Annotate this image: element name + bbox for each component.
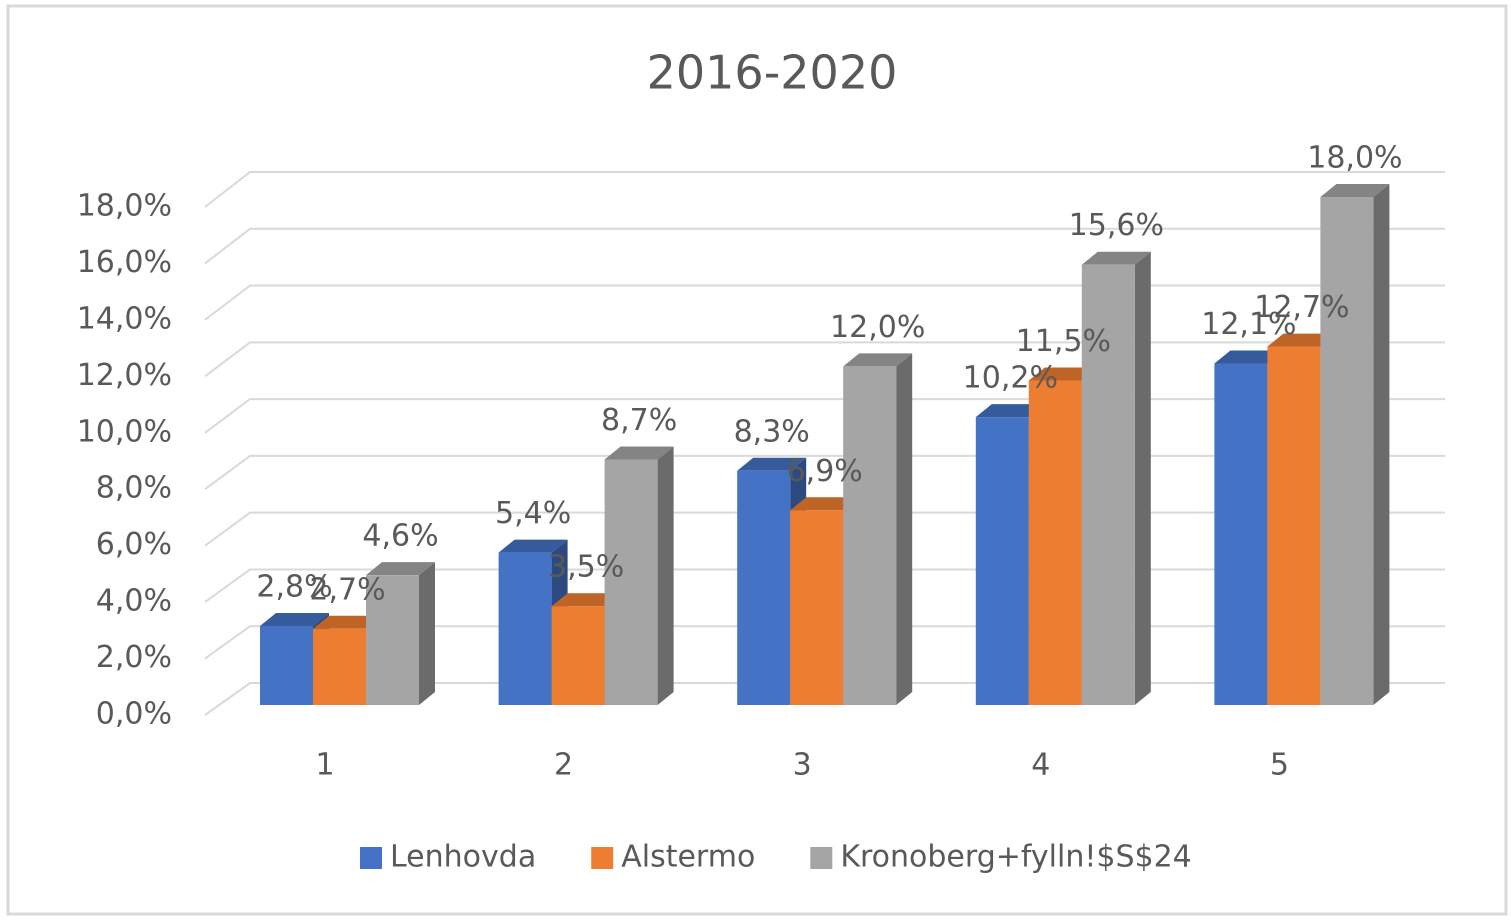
legend-swatch <box>591 847 614 869</box>
value-label: 8,3% <box>734 414 810 449</box>
bar-top <box>498 539 568 553</box>
bar-side <box>657 446 674 705</box>
bar <box>260 625 313 705</box>
bar-top <box>313 615 382 629</box>
legend-label: Alstermo <box>621 840 755 875</box>
bar-top <box>260 612 329 626</box>
value-label: 12,7% <box>1254 290 1349 325</box>
grid-line <box>204 341 1445 378</box>
x-tick-label: 2 <box>554 748 573 783</box>
y-tick-label: 10,0% <box>77 414 172 449</box>
y-tick-label: 12,0% <box>77 358 172 393</box>
bar <box>975 417 1029 705</box>
legend-swatch <box>360 847 382 869</box>
value-label: 12,0% <box>830 310 925 345</box>
y-tick-label: 18,0% <box>77 189 172 224</box>
value-label: 6,9% <box>787 454 863 489</box>
y-tick-label: 8,0% <box>96 471 172 506</box>
bar-top <box>604 446 674 460</box>
x-tick-label: 1 <box>315 748 334 783</box>
y-tick-label: 14,0% <box>77 301 172 336</box>
bar-top <box>1081 251 1151 265</box>
bar <box>1028 380 1082 705</box>
bar-side <box>1373 184 1390 705</box>
y-tick-label: 6,0% <box>96 527 172 562</box>
bar <box>366 575 419 705</box>
bar-top <box>737 457 807 471</box>
value-label: 15,6% <box>1069 208 1164 243</box>
bar <box>1214 363 1268 705</box>
x-tick-label: 5 <box>1270 748 1289 783</box>
grid-line <box>204 227 1445 265</box>
bar-top <box>1214 350 1284 364</box>
bar <box>790 510 844 705</box>
value-label: 5,4% <box>495 496 571 531</box>
bar <box>604 459 658 705</box>
y-tick-label: 0,0% <box>96 697 172 732</box>
bar <box>1081 264 1135 705</box>
bar-top <box>1028 367 1098 381</box>
y-tick-label: 2,0% <box>96 640 172 675</box>
x-tick-label: 4 <box>1031 748 1050 783</box>
value-label: 2,8% <box>256 569 332 604</box>
bar-top <box>366 562 435 576</box>
grid-line <box>204 171 1445 208</box>
y-tick-label: 4,0% <box>96 584 172 619</box>
legend-label: Lenhovda <box>390 840 536 875</box>
y-tick-label: 16,0% <box>77 245 172 280</box>
chart-title: 2016-2020 <box>647 46 898 100</box>
bar <box>551 606 605 705</box>
bar <box>1320 197 1374 705</box>
value-label: 12,1% <box>1201 307 1296 342</box>
bar-side <box>896 353 913 705</box>
value-label: 11,5% <box>1016 324 1111 359</box>
bar <box>737 470 791 705</box>
legend-label: Kronoberg+fylln!$S$24 <box>840 840 1191 875</box>
bar-top <box>975 404 1045 418</box>
value-label: 4,6% <box>362 519 438 554</box>
legend-swatch <box>810 847 833 869</box>
bar <box>498 552 552 705</box>
bar-top <box>843 353 913 367</box>
bar-top <box>790 497 860 511</box>
x-tick-label: 3 <box>793 748 812 783</box>
bar <box>843 366 897 705</box>
bar-side <box>419 562 435 705</box>
bar <box>1267 346 1321 705</box>
bar-top <box>1267 333 1337 347</box>
value-label: 18,0% <box>1307 141 1402 176</box>
bar-side <box>1134 251 1151 705</box>
value-label: 10,2% <box>963 361 1058 396</box>
grid-line <box>204 284 1445 321</box>
bar-top <box>551 593 621 607</box>
bar <box>313 628 366 705</box>
value-label: 8,7% <box>601 403 677 438</box>
value-label: 3,5% <box>548 550 624 585</box>
bar-top <box>1320 184 1390 197</box>
value-label: 2,7% <box>309 572 385 607</box>
